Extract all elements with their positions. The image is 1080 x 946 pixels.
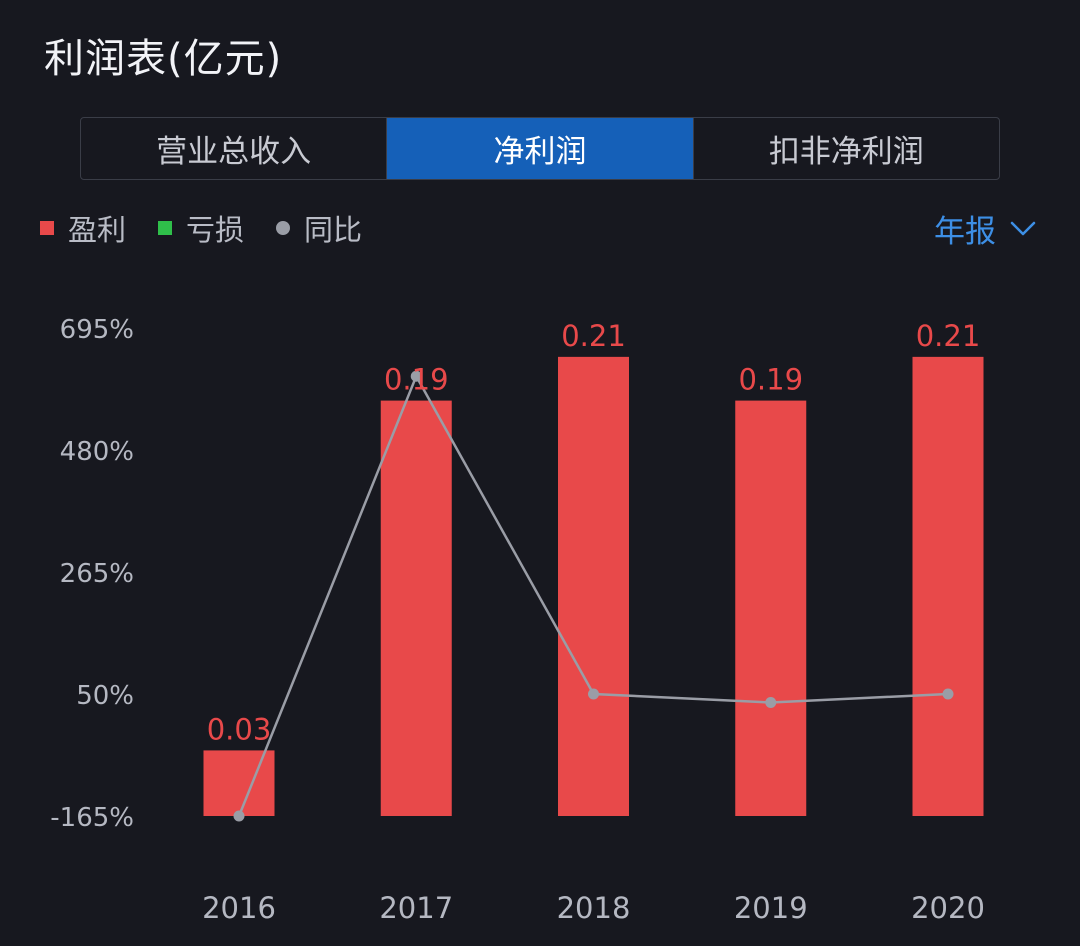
legend-swatch-yoy [276, 221, 291, 235]
bar-value-label: 0.21 [916, 319, 981, 353]
legend-item-profit: 盈利 [40, 207, 126, 249]
x-axis: 2016 2017 2018 2019 2020 [202, 891, 985, 925]
bar[interactable] [380, 400, 452, 816]
bar-series [203, 356, 984, 816]
bar[interactable] [912, 356, 984, 816]
x-tick-label: 2019 [734, 891, 808, 925]
yoy-point[interactable] [765, 697, 777, 709]
bar-value-label: 0.03 [207, 712, 272, 746]
yoy-point[interactable] [410, 370, 422, 382]
legend-label-loss: 亏损 [186, 213, 245, 247]
page-title: 利润表(亿元) [44, 36, 283, 82]
legend-label-profit: 盈利 [68, 213, 127, 247]
data-labels: 0.03 0.19 0.21 0.19 0.21 [207, 319, 981, 747]
x-tick-label: 2020 [911, 891, 985, 925]
yoy-point[interactable] [942, 688, 954, 700]
bar[interactable] [735, 400, 807, 816]
y-tick-label: 695% [60, 315, 134, 345]
x-tick-label: 2018 [557, 891, 631, 925]
legend-swatch-loss [158, 221, 173, 235]
period-selector[interactable]: 年报 [934, 206, 1036, 251]
metric-tabs: 营业总收入 净利润 扣非净利润 [80, 117, 1000, 180]
y-tick-label: 50% [76, 681, 134, 711]
x-tick-label: 2016 [202, 891, 276, 925]
yoy-point[interactable] [588, 688, 599, 700]
legend-item-loss: 亏损 [158, 207, 244, 249]
y-tick-label: 480% [60, 437, 134, 467]
yoy-line-series [233, 370, 954, 822]
tab-net-profit[interactable]: 净利润 [387, 118, 694, 179]
bar[interactable] [203, 750, 275, 816]
yoy-point[interactable] [233, 810, 245, 822]
legend-label-yoy: 同比 [304, 213, 363, 247]
bar-value-label: 0.21 [561, 319, 626, 353]
period-selector-label: 年报 [934, 214, 996, 250]
legend-item-yoy: 同比 [276, 207, 362, 249]
tab-total-revenue[interactable]: 营业总收入 [81, 118, 388, 179]
x-tick-label: 2017 [379, 891, 453, 925]
chart-legend: 盈利 亏损 同比 [40, 208, 394, 248]
bar-value-label: 0.19 [384, 363, 449, 397]
y-tick-label: -165% [50, 803, 134, 833]
legend-swatch-profit [40, 221, 54, 235]
chevron-down-icon [1010, 221, 1036, 235]
bar-value-label: 0.19 [738, 363, 803, 397]
bar[interactable] [558, 356, 629, 816]
y-tick-label: 265% [60, 559, 134, 589]
tab-deducted-net-profit[interactable]: 扣非净利润 [768, 134, 924, 170]
y-axis: 695% 480% 265% 50% -165% [50, 315, 134, 833]
